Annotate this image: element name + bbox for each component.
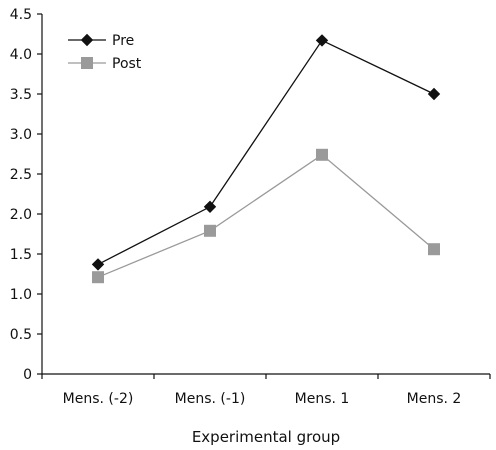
data-point-diamond (203, 200, 217, 213)
legend-item-post: Post (68, 56, 142, 72)
y-tick-label: 0.5 (10, 327, 32, 343)
data-point-square (204, 224, 216, 237)
y-tick-label: 2.5 (10, 167, 32, 183)
data-point-square (81, 57, 93, 69)
x-tick-label: Mens. 1 (295, 391, 350, 407)
y-tick-label: 3.5 (10, 87, 32, 103)
x-ticks: Mens. (-2) Mens. (-1) Mens. 1 Mens. 2 (41, 374, 491, 407)
data-point-diamond (315, 34, 329, 47)
series-line (97, 39, 435, 265)
series-layer (91, 34, 441, 284)
y-axis: 0 0.5 1.0 1.5 2.0 2.5 3.0 3.5 4.0 4.5 (10, 7, 43, 383)
data-point-diamond (80, 33, 94, 47)
series-line (97, 153, 435, 278)
data-point-diamond (91, 258, 105, 271)
legend-label: Pre (112, 33, 134, 49)
y-tick-label: 3.0 (10, 127, 32, 143)
series-post (92, 148, 440, 284)
y-tick-label: 1.0 (10, 287, 32, 303)
data-point-square (92, 271, 104, 284)
y-tick-label: 2.0 (10, 207, 32, 223)
data-point-diamond (427, 87, 441, 101)
legend: Pre Post (68, 33, 142, 72)
x-tick-label: Mens. (-1) (175, 391, 246, 407)
x-axis-title: Experimental group (192, 428, 340, 446)
y-tick-label: 1.5 (10, 247, 32, 263)
legend-label: Post (112, 56, 142, 72)
y-ticks: 0 0.5 1.0 1.5 2.0 2.5 3.0 3.5 4.0 4.5 (10, 7, 42, 383)
y-tick-label: 4.5 (10, 7, 32, 23)
x-axis: Mens. (-2) Mens. (-1) Mens. 1 Mens. 2 (41, 373, 491, 407)
y-tick-label: 0 (23, 367, 32, 383)
x-tick-label: Mens. 2 (407, 391, 462, 407)
y-tick-label: 4.0 (10, 47, 32, 63)
data-point-square (428, 243, 440, 256)
data-point-square (316, 148, 328, 161)
legend-item-pre: Pre (68, 33, 134, 49)
series-pre (91, 34, 441, 271)
x-tick-label: Mens. (-2) (63, 391, 134, 407)
